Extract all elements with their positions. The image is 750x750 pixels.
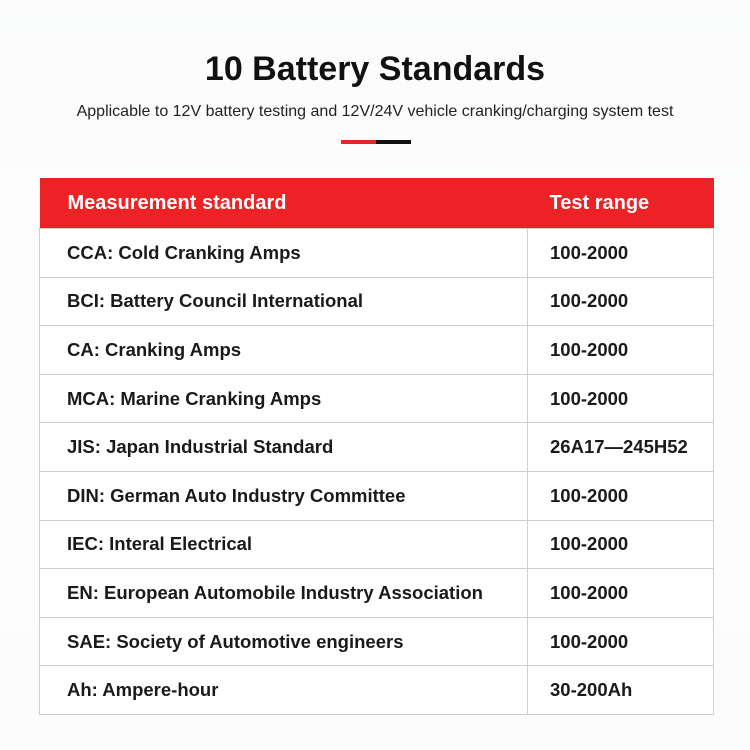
subtitle: Applicable to 12V battery testing and 12… bbox=[76, 103, 674, 120]
range-cell: 100-2000 bbox=[527, 276, 714, 327]
range-cell: 100-2000 bbox=[527, 325, 714, 375]
standard-cell: CA: Cranking Amps bbox=[39, 325, 528, 375]
range-cell: 100-2000 bbox=[527, 373, 714, 424]
standard-cell: SAE: Society of Automotive engineers bbox=[39, 616, 528, 667]
standard-cell: MCA: Marine Cranking Amps bbox=[39, 373, 528, 424]
standard-cell: BCI: Battery Council International bbox=[39, 276, 528, 327]
range-cell: 100-2000 bbox=[527, 616, 714, 667]
range-cell: 26A17—245H52 bbox=[527, 422, 714, 472]
standard-cell: Ah: Ampere-hour bbox=[39, 665, 528, 715]
standard-cell: IEC: Interal Electrical bbox=[39, 519, 528, 570]
table-row: DIN: German Auto Industry Committee 100-2… bbox=[39, 470, 714, 521]
column-header: Measurement standard bbox=[39, 178, 528, 229]
range-cell: 30-200Ah bbox=[527, 665, 714, 715]
table-row: IEC: Interal Electrical 100-2000 bbox=[39, 519, 714, 570]
range-cell: 100-2000 bbox=[527, 228, 714, 278]
table-row: SAE: Society of Automotive engineers 100-… bbox=[39, 616, 714, 667]
table-row: EN: European Automobile Industry Associa… bbox=[39, 568, 714, 618]
table-row: MCA: Marine Cranking Amps 100-2000 bbox=[39, 373, 714, 424]
standards-table: Measurement standard Test range CCA: Cold… bbox=[39, 178, 714, 715]
title: 10 Battery Standards bbox=[204, 50, 546, 88]
range-cell: 100-2000 bbox=[527, 519, 714, 570]
standard-cell: DIN: German Auto Industry Committee bbox=[39, 470, 528, 521]
range-cell: 100-2000 bbox=[527, 568, 714, 618]
table-row: CA: Cranking Amps 100-2000 bbox=[39, 325, 714, 375]
table-row: Ah: Ampere-hour 30-200Ah bbox=[39, 665, 714, 715]
standard-cell: JIS: Japan Industrial Standard bbox=[39, 422, 528, 472]
standard-cell: CCA: Cold Cranking Amps bbox=[39, 228, 528, 278]
table-row: JIS: Japan Industrial Standard 26A17—245H… bbox=[39, 422, 714, 472]
standard-cell: EN: European Automobile Industry Associa… bbox=[39, 568, 528, 618]
table-row: CCA: Cold Cranking Amps 100-2000 bbox=[39, 228, 714, 278]
divider bbox=[341, 140, 411, 144]
table-row: BCI: Battery Council International 100-20… bbox=[39, 276, 714, 327]
header-row: Measurement standard Test range bbox=[39, 178, 714, 229]
column-header: Test range bbox=[527, 178, 714, 229]
range-cell: 100-2000 bbox=[527, 470, 714, 521]
